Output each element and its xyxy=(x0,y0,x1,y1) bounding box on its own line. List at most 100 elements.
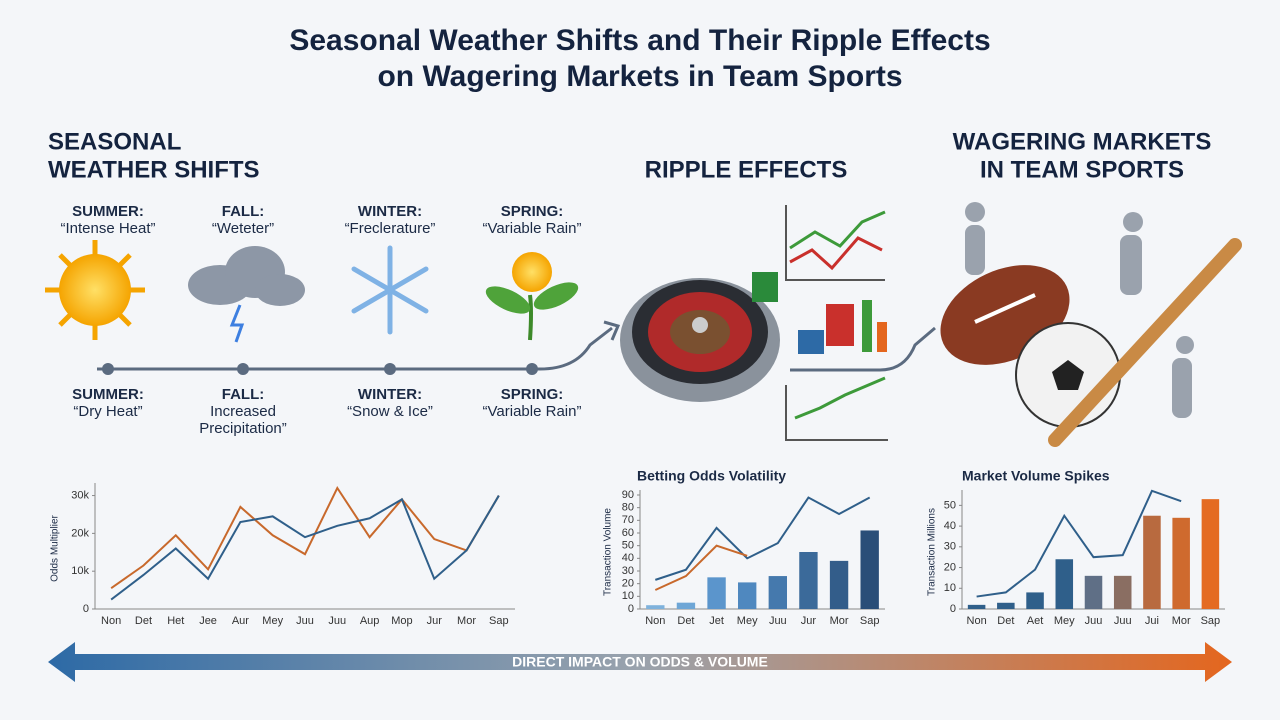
season-label: FALL: xyxy=(222,203,265,220)
x-tick-label: Mey xyxy=(737,615,758,627)
season-label: SUMMER: xyxy=(72,386,144,403)
y-tick-label: 20 xyxy=(944,561,956,573)
timeline-dot xyxy=(237,363,249,375)
banner-text: DIRECT IMPACT ON ODDS & VOLUME xyxy=(512,654,768,670)
x-tick-label: Mor xyxy=(830,615,849,627)
x-tick-label: Jet xyxy=(709,615,724,627)
bar xyxy=(738,582,757,609)
section-heading: WAGERING MARKETS xyxy=(953,128,1212,155)
x-tick-label: Non xyxy=(645,615,665,627)
y-tick-label: 10k xyxy=(71,565,89,577)
bar xyxy=(1026,592,1044,609)
y-tick-label: 30 xyxy=(622,565,634,577)
timeline-dot xyxy=(384,363,396,375)
line-series xyxy=(654,496,871,581)
x-tick-label: Juu xyxy=(328,615,346,627)
sports-icon xyxy=(940,202,1242,447)
x-tick-label: Sap xyxy=(1201,615,1221,627)
x-tick-label: Juu xyxy=(1114,615,1132,627)
bar xyxy=(1172,517,1190,609)
season-quote: “Dry Heat” xyxy=(73,403,142,420)
x-tick-label: Aet xyxy=(1027,615,1044,627)
season-label: SPRING: xyxy=(501,203,564,220)
y-tick-label: 0 xyxy=(950,603,956,615)
y-axis-label: Transaction Volume xyxy=(603,508,614,596)
x-tick-label: Det xyxy=(677,615,694,627)
x-tick-label: Det xyxy=(997,615,1014,627)
y-tick-label: 80 xyxy=(622,502,634,514)
line-series xyxy=(110,495,500,601)
season-quote: “Variable Rain” xyxy=(483,220,582,237)
season-quote: “Variable Rain” xyxy=(483,403,582,420)
arrow-head xyxy=(603,320,621,341)
y-tick-label: 50 xyxy=(622,540,634,552)
season-label: WINTER: xyxy=(358,203,422,220)
chart-title: Market Volume Spikes xyxy=(962,468,1110,484)
chart-title: Betting Odds Volatility xyxy=(637,468,786,484)
line-series xyxy=(110,485,500,590)
bar xyxy=(707,577,726,609)
title: Seasonal Weather Shifts and Their Ripple… xyxy=(289,24,990,57)
x-tick-label: Mor xyxy=(457,615,476,627)
roulette-icon xyxy=(620,278,780,402)
snowflake-icon xyxy=(351,245,429,335)
x-tick-label: Sap xyxy=(489,615,509,627)
x-tick-label: Jui xyxy=(1145,615,1159,627)
season-label: SPRING: xyxy=(501,386,564,403)
timeline-dot xyxy=(526,363,538,375)
y-tick-label: 90 xyxy=(622,489,634,501)
chips-icon xyxy=(752,272,854,354)
line-series xyxy=(976,489,1182,598)
section-heading: SEASONAL xyxy=(48,128,181,155)
title: on Wagering Markets in Team Sports xyxy=(377,60,902,93)
bar xyxy=(1055,559,1074,609)
season-label: FALL: xyxy=(222,386,265,403)
y-tick-label: 0 xyxy=(628,603,634,615)
x-tick-label: Non xyxy=(101,615,121,627)
y-axis-label: Transaction Millions xyxy=(927,508,938,596)
y-tick-label: 20k xyxy=(71,527,89,539)
bar xyxy=(1143,515,1161,609)
x-tick-label: Het xyxy=(167,615,184,627)
connector xyxy=(790,326,936,372)
y-tick-label: 60 xyxy=(622,527,634,539)
bar xyxy=(997,602,1015,609)
impact-arrow xyxy=(48,642,1232,682)
season-label: SUMMER: xyxy=(72,203,144,220)
x-tick-label: Non xyxy=(967,615,987,627)
season-quote: Increased xyxy=(210,403,276,420)
x-tick-label: Det xyxy=(135,615,152,627)
x-tick-label: Jur xyxy=(427,615,443,627)
season-quote: Precipitation” xyxy=(199,420,287,437)
bar xyxy=(967,604,986,609)
line-series xyxy=(654,544,748,591)
x-tick-label: Mor xyxy=(1172,615,1191,627)
x-tick-label: Aup xyxy=(360,615,380,627)
y-tick-label: 40 xyxy=(944,520,956,532)
section-heading: WEATHER SHIFTS xyxy=(48,156,260,183)
x-tick-label: Juu xyxy=(1085,615,1103,627)
bar xyxy=(799,552,818,609)
bar xyxy=(1113,575,1132,609)
bar xyxy=(676,602,696,609)
section-heading: IN TEAM SPORTS xyxy=(980,156,1184,183)
bar xyxy=(860,530,879,609)
x-tick-label: Mop xyxy=(391,615,412,627)
section-heading: RIPPLE EFFECTS xyxy=(645,156,848,183)
season-quote: “Frecleraturе” xyxy=(345,220,436,237)
sun-icon xyxy=(45,240,145,340)
x-tick-label: Sap xyxy=(860,615,880,627)
season-quote: “Intense Heat” xyxy=(60,220,155,237)
x-tick-label: Mey xyxy=(262,615,283,627)
x-tick-label: Jee xyxy=(199,615,217,627)
season-quote: “Snow & Ice” xyxy=(347,403,433,420)
y-tick-label: 30k xyxy=(71,489,89,501)
y-axis-label: Odds Multiplier xyxy=(50,514,61,581)
mini-chart-icon xyxy=(785,205,888,441)
y-tick-label: 10 xyxy=(944,582,956,594)
cloud-icon xyxy=(188,246,305,343)
x-tick-label: Mey xyxy=(1054,615,1075,627)
timeline xyxy=(97,326,613,371)
